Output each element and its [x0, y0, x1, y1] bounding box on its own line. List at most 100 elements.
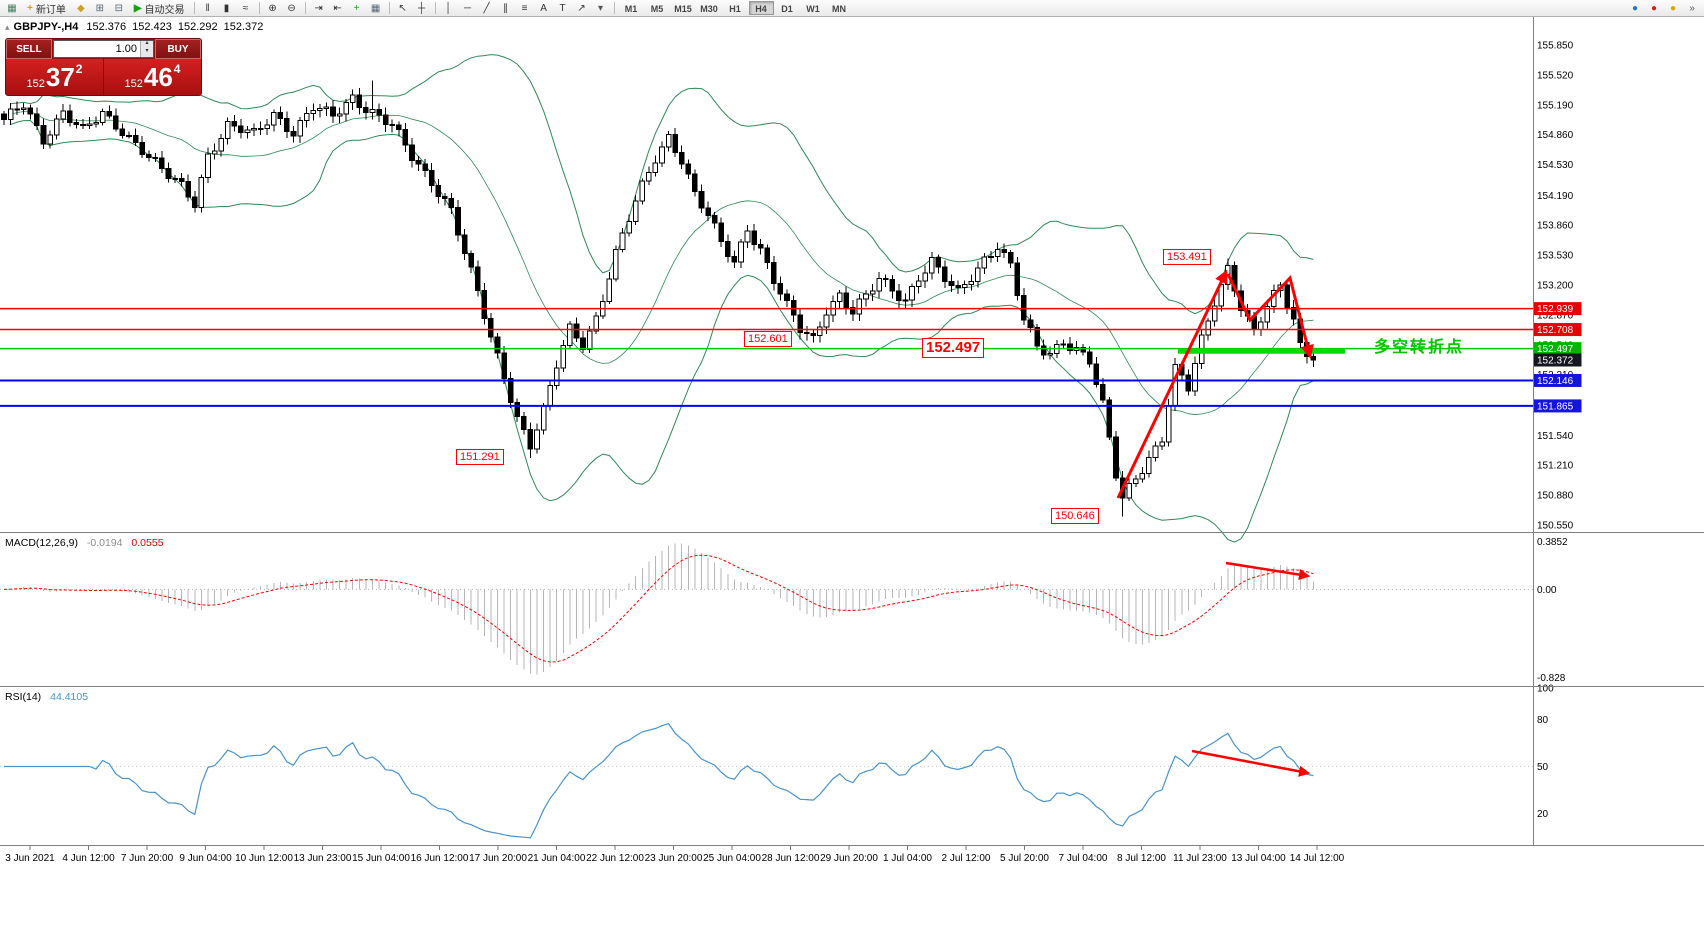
time-axis-label: 29 Jun 20:00 [820, 853, 878, 864]
vertical-line-icon[interactable]: │ [445, 2, 452, 14]
timeframe-mn[interactable]: MN [832, 4, 847, 14]
timeframe-h1[interactable]: H1 [729, 4, 741, 14]
rsi-axis-label: 50 [1537, 762, 1549, 773]
volume-input[interactable] [54, 41, 140, 57]
dropdown-caret-icon[interactable]: ▾ [598, 2, 604, 14]
sell-price-pip: 2 [75, 62, 83, 76]
sell-button[interactable]: SELL [6, 39, 52, 59]
channel-icon[interactable]: ∥ [503, 2, 509, 14]
chart-plot-area[interactable] [0, 16, 1533, 531]
autotrading-button-icon: ▶ [133, 2, 142, 14]
bollinger-middle [10, 111, 1314, 416]
buy-price-big: 46 [143, 62, 173, 92]
text-icon[interactable]: A [540, 2, 547, 14]
sell-price[interactable]: 152 37 2 [6, 59, 104, 95]
toolbar-separator [193, 2, 195, 14]
time-axis-label: 15 Jun 04:00 [352, 853, 410, 864]
price-label-box[interactable]: 153.491 [1163, 249, 1211, 265]
buy-price-prefix: 152 [124, 78, 143, 90]
macd-axis-labels: 0.3852 0.00 -0.828 [1537, 537, 1568, 684]
buy-button[interactable]: BUY [155, 39, 201, 59]
ohlc-open: 152.376 [86, 21, 127, 33]
price-tag: 152.708 [1537, 325, 1574, 336]
rsi-axis-labels: 100 80 50 20 [1537, 684, 1554, 821]
auto-scroll-icon[interactable]: ⇥ [314, 2, 323, 14]
line-chart-icon[interactable]: ≈ [242, 2, 249, 14]
time-axis-label: 23 Jun 20:00 [645, 853, 703, 864]
autotrading-button[interactable]: ▶ 自动交易 [129, 1, 190, 16]
trend-arrow[interactable] [1226, 273, 1314, 359]
price-label-box[interactable]: 150.646 [1051, 508, 1099, 524]
bollinger-bands [10, 54, 1314, 543]
macd-histogram [10, 543, 1314, 675]
symbol-name: GBPJPY-,H4 [13, 21, 79, 33]
zoom-out-icon[interactable]: ⊖ [287, 2, 296, 14]
price-axis-label: 150.550 [1537, 521, 1574, 532]
candlestick-icon[interactable]: ▮ [223, 2, 230, 14]
timeframe-d1[interactable]: D1 [781, 4, 793, 14]
crosshair-icon[interactable]: ┼ [418, 2, 426, 14]
trend-arrow[interactable] [1225, 561, 1311, 581]
price-axis-label: 151.210 [1537, 461, 1574, 472]
price-axis-label: 151.540 [1537, 431, 1574, 442]
trend-arrow[interactable] [1116, 269, 1228, 499]
sell-price-prefix: 152 [26, 78, 45, 90]
timeframe-h4[interactable]: H4 [748, 1, 774, 15]
price-axis[interactable] [1533, 16, 1704, 845]
macd-panel[interactable] [0, 534, 1533, 684]
timeframe-m15[interactable]: M15 [674, 4, 692, 14]
chart-info: ▴ GBPJPY-,H4 152.376 152.423 152.292 152.372 [5, 21, 269, 33]
volume-down-button[interactable]: ▾ [141, 48, 153, 57]
horizontal-line-icon[interactable]: ─ [464, 2, 472, 14]
timeframe-m30[interactable]: M30 [700, 4, 718, 14]
cursor-icon[interactable]: ↖ [398, 2, 407, 14]
timeframe-w1[interactable]: W1 [806, 4, 820, 14]
volume-field: ▴ ▾ [53, 40, 154, 58]
status-yellow-icon[interactable]: ● [1669, 2, 1677, 14]
trend-arrow[interactable] [1191, 749, 1311, 777]
time-axis-label: 2 Jul 12:00 [942, 853, 991, 864]
symbol-icon: ▴ [5, 22, 10, 32]
arrows-icon[interactable]: ↗ [577, 2, 586, 14]
buy-price-pip: 4 [173, 62, 181, 76]
price-chart-icon[interactable]: ▦ [7, 2, 17, 14]
ohlc-high: 152.423 [132, 21, 172, 33]
time-axis-label: 13 Jun 23:00 [294, 853, 352, 864]
new-order-button[interactable]: + 新订单 [22, 1, 71, 16]
tile-windows-icon[interactable]: ▦ [370, 2, 381, 14]
price-label-box[interactable]: 152.497 [922, 338, 985, 358]
trend-note-text[interactable]: 多空转折点 [1374, 339, 1465, 356]
timeframe-m1[interactable]: M1 [624, 4, 638, 14]
price-tag: 152.146 [1537, 376, 1574, 387]
price-axis-label: 155.190 [1537, 100, 1574, 111]
volume-up-button[interactable]: ▴ [141, 40, 153, 49]
buy-price[interactable]: 152 46 4 [104, 59, 201, 95]
status-red-icon[interactable]: ● [1650, 2, 1658, 14]
price-axis-label: 154.530 [1537, 160, 1574, 171]
candlesticks [1, 80, 1317, 517]
chart-shift-icon[interactable]: ⇤ [333, 2, 342, 14]
metaeditor-icon[interactable]: ◆ [76, 2, 85, 14]
status-blue-icon[interactable]: ● [1631, 2, 1639, 14]
indicators-icon[interactable]: + [353, 2, 360, 14]
timeframe-m5[interactable]: M5 [650, 4, 664, 14]
profiles-icon[interactable]: ⊞ [95, 2, 105, 14]
rsi-panel[interactable] [0, 688, 1533, 845]
macd-name: MACD(12,26,9) [5, 537, 78, 549]
zoom-in-icon[interactable]: ⊕ [268, 2, 277, 14]
ohlc-bars-icon[interactable]: ‖ [205, 2, 210, 14]
price-axis-label: 150.880 [1537, 491, 1574, 502]
toolbar-overflow-icon[interactable]: » [1689, 2, 1695, 14]
toolbar-separator [388, 2, 390, 14]
time-axis-label: 17 Jun 20:00 [469, 853, 527, 864]
bollinger-upper [10, 54, 1314, 315]
trendline-icon[interactable]: ╱ [483, 2, 490, 14]
label-icon[interactable]: T [559, 2, 566, 14]
time-axis-label: 9 Jun 04:00 [179, 853, 232, 864]
fibonacci-icon[interactable]: ≡ [521, 2, 528, 14]
charts-grid-icon[interactable]: ⊟ [114, 2, 124, 14]
price-label-box[interactable]: 151.291 [456, 449, 504, 465]
toolbar-separator [304, 2, 306, 14]
price-label-box[interactable]: 152.601 [744, 331, 792, 347]
